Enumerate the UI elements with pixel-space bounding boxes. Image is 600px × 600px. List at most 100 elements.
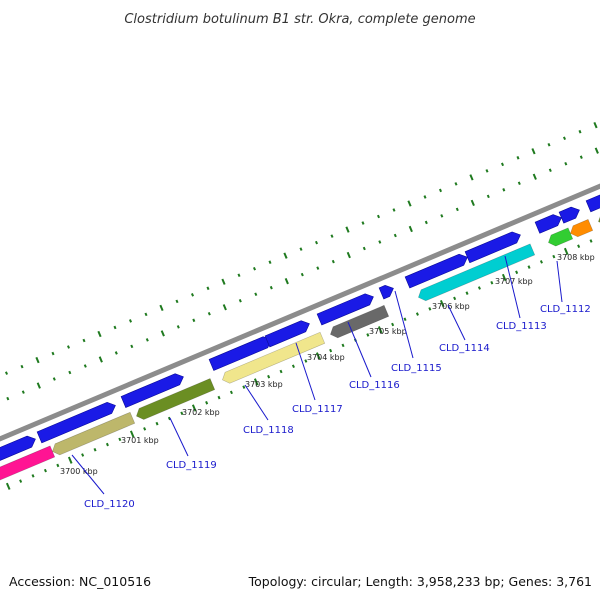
forward-cds-arrow	[120, 373, 184, 408]
backbone-arc	[0, 183, 600, 442]
scale-tick	[377, 326, 383, 334]
scale-tick	[547, 142, 551, 147]
scale-tick	[222, 304, 227, 311]
scale-tick	[517, 181, 521, 186]
scale-tick	[393, 233, 397, 238]
scale-tick	[229, 390, 233, 395]
scale-tick	[83, 364, 87, 368]
inner-tick-row	[5, 239, 593, 490]
scale-tick	[439, 300, 445, 308]
scale-tick	[391, 322, 395, 327]
scale-tick	[407, 200, 412, 207]
reverse-feature-track	[0, 216, 600, 481]
scale-tick	[217, 395, 221, 400]
scale-tick	[548, 168, 552, 173]
scale-tick	[36, 382, 41, 389]
genome-summary-text: Topology: circular; Length: 3,958,233 bp…	[248, 574, 592, 589]
scale-tick	[315, 352, 321, 360]
gene-label-cld-1112: CLD_1112	[540, 304, 591, 315]
scale-tick	[51, 351, 55, 356]
forward-cds-arrow	[534, 214, 562, 234]
scale-tick	[564, 161, 568, 166]
scale-tick	[221, 278, 226, 285]
scale-tick	[192, 318, 196, 323]
scale-tick	[159, 304, 164, 312]
scale-tick	[284, 278, 289, 285]
kbp-label: 3704 kbp	[307, 353, 345, 362]
scale-tick	[291, 364, 295, 369]
scale-tick	[20, 364, 24, 369]
forward-cds-arrow	[585, 194, 600, 213]
scale-tick	[578, 129, 582, 134]
scale-tick	[408, 225, 413, 233]
scale-tick	[160, 330, 165, 337]
forward-cds-arrow	[264, 320, 310, 348]
reverse-feature-arrow	[548, 227, 574, 247]
scale-tick	[105, 442, 109, 447]
scale-tick	[577, 244, 581, 248]
scale-tick	[5, 482, 11, 490]
gene-label-cld-1114: CLD_1114	[439, 343, 490, 354]
scale-tick	[331, 259, 335, 264]
scale-tick	[470, 199, 475, 207]
scale-tick	[31, 474, 35, 478]
kbp-label: 3702 kbp	[182, 408, 220, 417]
scale-tick	[67, 456, 73, 464]
scale-tick	[428, 307, 432, 311]
scale-tick	[283, 252, 288, 259]
scale-tick	[129, 430, 135, 438]
forward-cds-arrow	[464, 231, 521, 264]
scale-tick	[341, 343, 345, 348]
scale-tick	[490, 280, 494, 285]
gene-label-cld-1117: CLD_1117	[292, 404, 343, 415]
accession-text: Accession: NC_010516	[9, 574, 152, 589]
scale-tick	[527, 265, 531, 269]
scale-tick	[366, 333, 370, 337]
scale-tick	[66, 345, 71, 349]
scale-tick	[52, 377, 56, 381]
reverse-feature-arrow	[570, 219, 594, 238]
kbp-labels: 3700 kbp 3701 kbp 3702 kbp 3703 kbp 3704…	[60, 253, 595, 476]
scale-tick	[378, 240, 382, 244]
scale-tick	[145, 338, 149, 342]
scale-tick	[423, 195, 427, 199]
scale-tick	[155, 421, 159, 426]
outer-tick-rows	[4, 122, 599, 401]
scale-tick	[552, 254, 556, 259]
scale-tick	[579, 155, 583, 159]
kbp-label: 3707 kbp	[495, 277, 533, 286]
reverse-feature-arrow	[52, 411, 136, 456]
scale-tick	[93, 448, 97, 452]
scale-tick	[114, 351, 118, 355]
scale-tick	[128, 319, 133, 323]
scale-tick	[82, 338, 86, 343]
scale-tick	[440, 214, 444, 218]
scale-tick	[190, 293, 195, 297]
kbp-label: 3708 kbp	[557, 253, 595, 262]
scale-tick	[539, 260, 543, 264]
scale-tick	[300, 272, 304, 277]
scale-tick	[175, 299, 179, 304]
scale-tick	[455, 207, 459, 212]
scale-tick	[43, 468, 47, 473]
reverse-feature-arrow	[136, 378, 216, 420]
scale-tick	[424, 220, 428, 225]
scale-tick	[97, 330, 102, 338]
scale-tick	[362, 246, 366, 251]
kbp-label: 3706 kbp	[432, 302, 470, 311]
scale-tick	[392, 208, 396, 212]
gene-leader-lines	[71, 255, 563, 495]
kbp-label: 3703 kbp	[245, 380, 283, 389]
scale-tick	[453, 296, 457, 301]
forward-cds-arrow	[0, 435, 36, 461]
scale-tick	[345, 226, 350, 233]
scale-tick	[167, 416, 171, 421]
scale-tick	[268, 260, 272, 264]
forward-cds-arrow	[558, 206, 580, 224]
reverse-feature-arrow	[0, 445, 56, 481]
scale-tick	[465, 291, 469, 295]
scale-tick	[593, 122, 598, 129]
scale-tick	[130, 344, 134, 349]
scale-tick	[299, 247, 303, 251]
